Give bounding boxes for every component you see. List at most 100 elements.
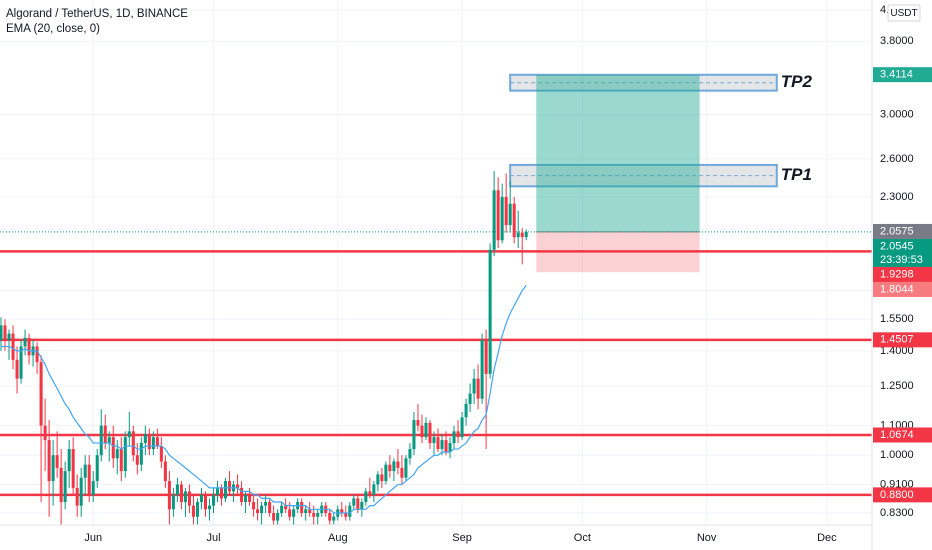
currency-box[interactable] [887,4,921,22]
candle-body [272,513,276,521]
drawing-layer: TP2 TP1 [0,72,872,497]
candle-body [55,455,59,468]
candle-body [183,491,187,502]
candle-body [99,425,103,456]
x-tick-label: Jun [84,532,102,544]
candle-body [240,487,244,502]
candle-body [244,494,248,502]
chart-title: Algorand / TetherUS, 1D, BINANCE [6,8,188,20]
candle-body [207,505,212,510]
candle-body [460,417,464,438]
profit-area [536,74,700,232]
axis-layer: 4.20003.80003.00002.60002.30001.70001.55… [84,4,932,544]
candle-body [63,471,67,502]
candle-body [268,501,272,514]
candle-body [111,437,115,459]
candle-body [211,494,216,506]
candle-body [43,425,47,441]
candle-body [264,501,268,506]
candle-body [388,464,392,472]
candle-body [360,501,364,510]
candle-body [420,425,424,438]
candle-body [23,337,27,347]
candle-body [71,449,75,488]
candle-body [252,501,256,510]
candle-body [452,431,456,444]
price-badge-label: 2.0575 [880,225,914,237]
zone-label: TP2 [781,72,813,91]
price-badge [873,487,932,503]
candle-body [408,449,412,459]
candle-body [496,190,500,241]
candle-body [436,437,440,450]
candle-body [276,513,280,521]
candle-body [328,513,332,521]
countdown-label: 23:39:53 [880,254,923,266]
candle-body [292,509,296,517]
candle-body [344,513,348,517]
price-badge-label: 1.0674 [880,429,914,441]
candle-body [219,487,224,499]
x-tick-label: Sep [452,532,472,544]
candle-body [416,420,420,426]
currency-label[interactable]: USDT [890,8,917,19]
candle-body [312,513,316,517]
candle-body [147,434,151,450]
candle-body [348,505,352,517]
y-tick-label: 2.6000 [880,153,914,165]
candle-body [488,249,492,374]
candle-body [316,513,320,517]
candle-body [159,446,163,462]
candle-body [35,346,39,363]
candle-body [115,449,119,459]
y-tick-label: 1.0000 [880,449,914,461]
candle-body [123,437,127,472]
candle-body [512,203,516,238]
candle-body [151,437,155,450]
candle-body [163,461,167,482]
candle-body [199,494,203,502]
x-tick-label: Aug [328,532,348,544]
y-tick-label: 1.4000 [880,345,914,357]
candle-body [392,461,396,472]
candle-body [284,505,288,510]
candle-body [0,325,3,340]
ema-line [1,284,527,514]
price-badge-label: 3.4114 [880,69,913,81]
candle-body [75,487,79,506]
x-tick-label: Nov [697,532,717,544]
candle-body [464,403,468,418]
candle-body [384,464,388,482]
candle-body [79,477,83,506]
candle-body [468,393,472,404]
candle-body [143,434,147,444]
candle-body [412,420,416,450]
candle-body [107,437,111,444]
candle-body [288,509,292,517]
x-tick-label: Dec [817,532,837,544]
price-badge [873,427,932,443]
candle-body [484,339,488,374]
y-tick-label: 1.5500 [880,313,914,325]
candle-body [280,505,284,514]
candle-body [520,232,524,238]
candle-body [372,484,376,495]
candle-body [131,431,135,456]
candle-body [476,378,480,399]
candle-body [203,494,207,510]
candle-body [432,437,436,444]
candle-body [171,494,175,510]
price-badge [873,266,932,282]
candle-body [256,509,260,514]
candle-body [352,498,356,506]
x-tick-label: Jul [206,532,220,544]
candle-body [304,509,308,514]
candle-body [308,509,312,514]
candle-body [368,491,372,495]
candle-body [215,487,220,495]
candle-body [155,437,159,447]
candle-body [228,481,232,492]
candle-body [492,190,496,250]
candle-body [448,443,452,453]
